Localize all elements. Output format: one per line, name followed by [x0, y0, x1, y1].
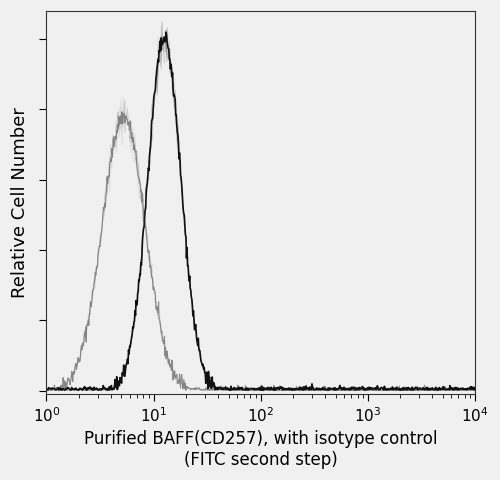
Y-axis label: Relative Cell Number: Relative Cell Number — [11, 107, 29, 298]
X-axis label: Purified BAFF(CD257), with isotype control
(FITC second step): Purified BAFF(CD257), with isotype contr… — [84, 430, 438, 469]
